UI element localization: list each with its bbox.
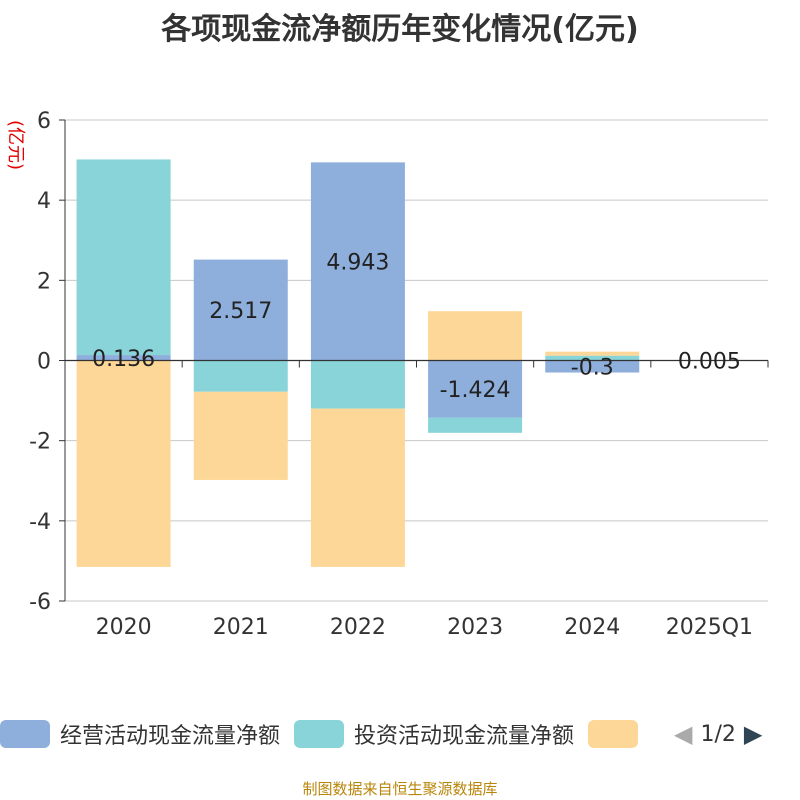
legend-label-investing: 投资活动现金流量净额 (354, 724, 575, 749)
bar-series0-2023 (428, 360, 523, 418)
x-tick-label: 2021 (213, 615, 269, 640)
pager-next-icon[interactable]: ▶ (743, 720, 763, 748)
bar-series1-2021 (193, 360, 288, 392)
bar-series0-2020 (76, 355, 171, 361)
pager-text: 1/2 (700, 721, 736, 747)
bar-series1-2022 (310, 360, 405, 409)
data-label: 0.005 (678, 349, 741, 374)
bar-series2-2023 (428, 311, 523, 361)
x-tick-label: 2022 (330, 615, 386, 640)
y-tick-label: -6 (29, 590, 51, 615)
legend-swatch-financing (588, 720, 639, 748)
legend-label-operating: 经营活动现金流量净额 (60, 724, 281, 749)
y-tick-label: 0 (37, 350, 51, 375)
chart-canvas: -6 -4 -2 0 2 4 6 (亿元) 2020 2021 2022 2023 2024 2025Q1… (5, 109, 769, 640)
legend-item-operating[interactable]: 经营活动现金流量净额 (0, 718, 280, 750)
bar-series2-2022 (310, 408, 405, 567)
bar-series2-2020 (76, 360, 171, 567)
y-tick-label: -2 (29, 430, 51, 455)
y-tick-label: -4 (29, 510, 51, 535)
bar-series0-2022 (310, 162, 405, 361)
data-label: 2.517 (209, 299, 272, 324)
x-tick-label: 2023 (447, 615, 503, 640)
y-tick-label: 6 (37, 109, 51, 134)
legend-swatch-operating (0, 720, 50, 748)
legend-item-investing[interactable]: 投资活动现金流量净额 (294, 718, 574, 750)
bar-series2-2024 (545, 351, 640, 356)
bar-series0-2021 (193, 259, 288, 361)
bar-series1-2024 (545, 355, 640, 361)
y-axis-label: (亿元) (5, 120, 26, 170)
legend: 经营活动现金流量净额 投资活动现金流量净额 ◀ 1/2 ▶ (0, 716, 762, 752)
legend-item-financing[interactable] (588, 720, 648, 748)
bar-series1-2020 (76, 159, 171, 356)
data-label: 0.136 (92, 347, 155, 372)
data-label: -0.3 (571, 356, 614, 381)
bar-series1-2023 (428, 417, 523, 433)
pager-prev-icon[interactable]: ◀ (674, 720, 693, 748)
footer-source: 制图数据来自恒生聚源数据库 (302, 780, 498, 798)
chart-title: 各项现金流净额历年变化情况(亿元) (161, 12, 639, 47)
x-tick-label: 2025Q1 (666, 615, 753, 640)
legend-pager: ◀ 1/2 ▶ (674, 722, 762, 747)
bar-series2-2021 (193, 391, 288, 480)
legend-swatch-investing (294, 720, 345, 748)
bar-series0-2024 (545, 360, 640, 373)
x-tick-label: 2020 (96, 615, 152, 640)
data-label: 4.943 (326, 250, 389, 275)
y-tick-label: 2 (37, 269, 51, 294)
data-label: -1.424 (440, 378, 511, 403)
y-tick-label: 4 (37, 189, 51, 214)
x-tick-label: 2024 (564, 615, 620, 640)
